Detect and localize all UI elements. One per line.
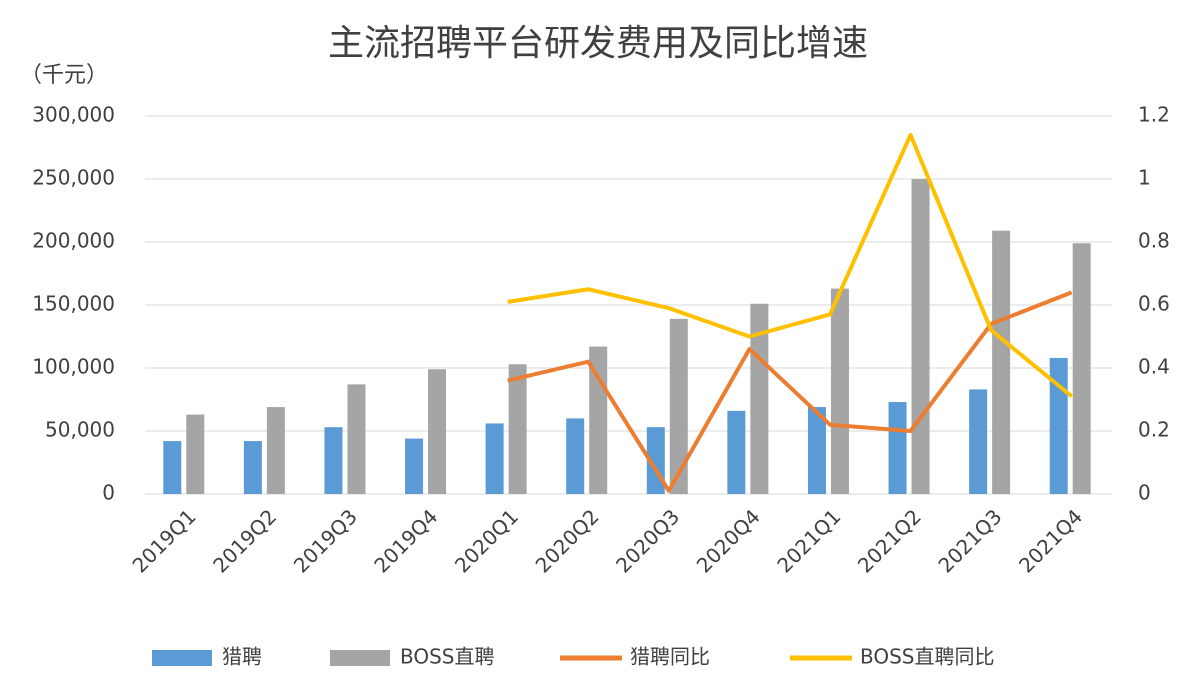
y2-tick-label: 1.2 (1138, 103, 1170, 127)
bar (888, 402, 907, 494)
chart-title: 主流招聘平台研发费用及同比增速 (328, 23, 868, 64)
bar (405, 438, 424, 494)
bar (428, 369, 447, 494)
y-tick-label: 0 (102, 481, 115, 505)
bar (1072, 243, 1091, 494)
legend-swatch (152, 650, 212, 666)
x-tick-label: 2020Q1 (450, 504, 523, 577)
bar (485, 423, 504, 494)
bar (727, 410, 746, 494)
x-tick-label: 2021Q1 (772, 504, 845, 577)
y2-tick-label: 0.2 (1138, 418, 1170, 442)
bar (243, 441, 262, 494)
bar (911, 179, 930, 494)
y2-tick-label: 0.4 (1138, 355, 1170, 379)
bar (186, 414, 205, 494)
bar (508, 364, 527, 494)
bar (750, 303, 769, 494)
legend-label: BOSS直聘 (400, 645, 495, 669)
y2-tick-label: 1 (1138, 166, 1151, 190)
line (507, 290, 1073, 493)
y-tick-label: 100,000 (32, 355, 115, 379)
legend-label: 猎聘 (222, 645, 262, 669)
x-tick-label: 2019Q3 (289, 504, 362, 577)
x-tick-label: 2021Q2 (853, 504, 926, 577)
x-tick-label: 2020Q4 (692, 504, 765, 577)
bar (992, 230, 1011, 494)
y-tick-label: 300,000 (32, 103, 115, 127)
y2-tick-label: 0.8 (1138, 229, 1170, 253)
bar (830, 288, 849, 494)
y2-tick-label: 0 (1138, 481, 1151, 505)
x-tick-label: 2020Q3 (611, 504, 684, 577)
bar (163, 441, 182, 494)
y-tick-label: 150,000 (32, 292, 115, 316)
x-tick-label: 2019Q4 (369, 504, 442, 577)
x-tick-label: 2019Q1 (128, 504, 201, 577)
legend-swatch (330, 650, 390, 666)
legend-label: BOSS直聘同比 (860, 645, 995, 669)
x-tick-label: 2020Q2 (531, 504, 604, 577)
bar (566, 418, 585, 494)
bar (807, 407, 826, 494)
legend-label: 猎聘同比 (630, 645, 710, 669)
bar (266, 407, 285, 494)
y-tick-label: 50,000 (45, 418, 115, 442)
bar (324, 427, 343, 494)
bar (969, 389, 988, 494)
y-axis-label: （千元） (20, 63, 108, 88)
bar (347, 384, 366, 494)
y-tick-label: 250,000 (32, 166, 115, 190)
x-tick-label: 2021Q3 (933, 504, 1006, 577)
line (507, 132, 1073, 398)
x-tick-label: 2021Q4 (1014, 504, 1087, 577)
bar (669, 318, 688, 494)
y-tick-label: 200,000 (32, 229, 115, 253)
x-tick-label: 2019Q2 (208, 504, 281, 577)
y2-tick-label: 0.6 (1138, 292, 1170, 316)
